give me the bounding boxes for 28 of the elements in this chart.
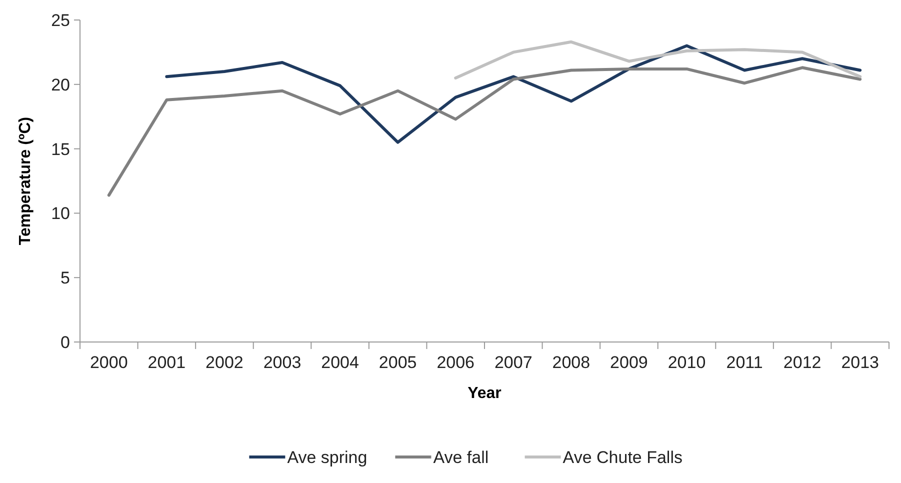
x-tick-label: 2012	[783, 353, 822, 372]
x-tick-label: 2009	[610, 353, 648, 372]
x-tick-label: 2010	[668, 353, 706, 372]
x-tick-label: 2006	[436, 353, 475, 372]
legend-label: Ave fall	[433, 448, 489, 467]
x-tick-label: 2001	[148, 353, 186, 372]
x-tick-label: 2005	[378, 353, 417, 372]
x-tick-label: 2004	[321, 353, 359, 372]
x-tick-label: 2013	[841, 353, 880, 372]
x-axis-title: Year	[468, 385, 502, 402]
x-tick-label: 2007	[494, 353, 532, 372]
line-series	[165, 44, 862, 144]
x-tick-label: 2008	[552, 353, 590, 372]
x-tick-label: 2003	[263, 353, 302, 372]
y-tick-label: 15	[51, 140, 70, 159]
y-tick-label: 0	[60, 332, 70, 352]
x-tick-label: 2002	[206, 353, 244, 372]
y-tick-label: 20	[51, 75, 70, 94]
line-series	[107, 66, 862, 197]
y-tick-label: 25	[51, 10, 70, 30]
x-tick-label: 2011	[726, 353, 763, 372]
y-axis-title: Temperature (ºC)	[17, 116, 34, 246]
y-tick-label: 10	[51, 204, 70, 224]
x-tick-label: 2000	[90, 353, 128, 372]
y-tick-label: 5	[60, 268, 70, 288]
legend-label: Ave Chute Falls	[562, 448, 683, 467]
legend-label: Ave spring	[287, 448, 368, 467]
line-series	[454, 40, 862, 80]
